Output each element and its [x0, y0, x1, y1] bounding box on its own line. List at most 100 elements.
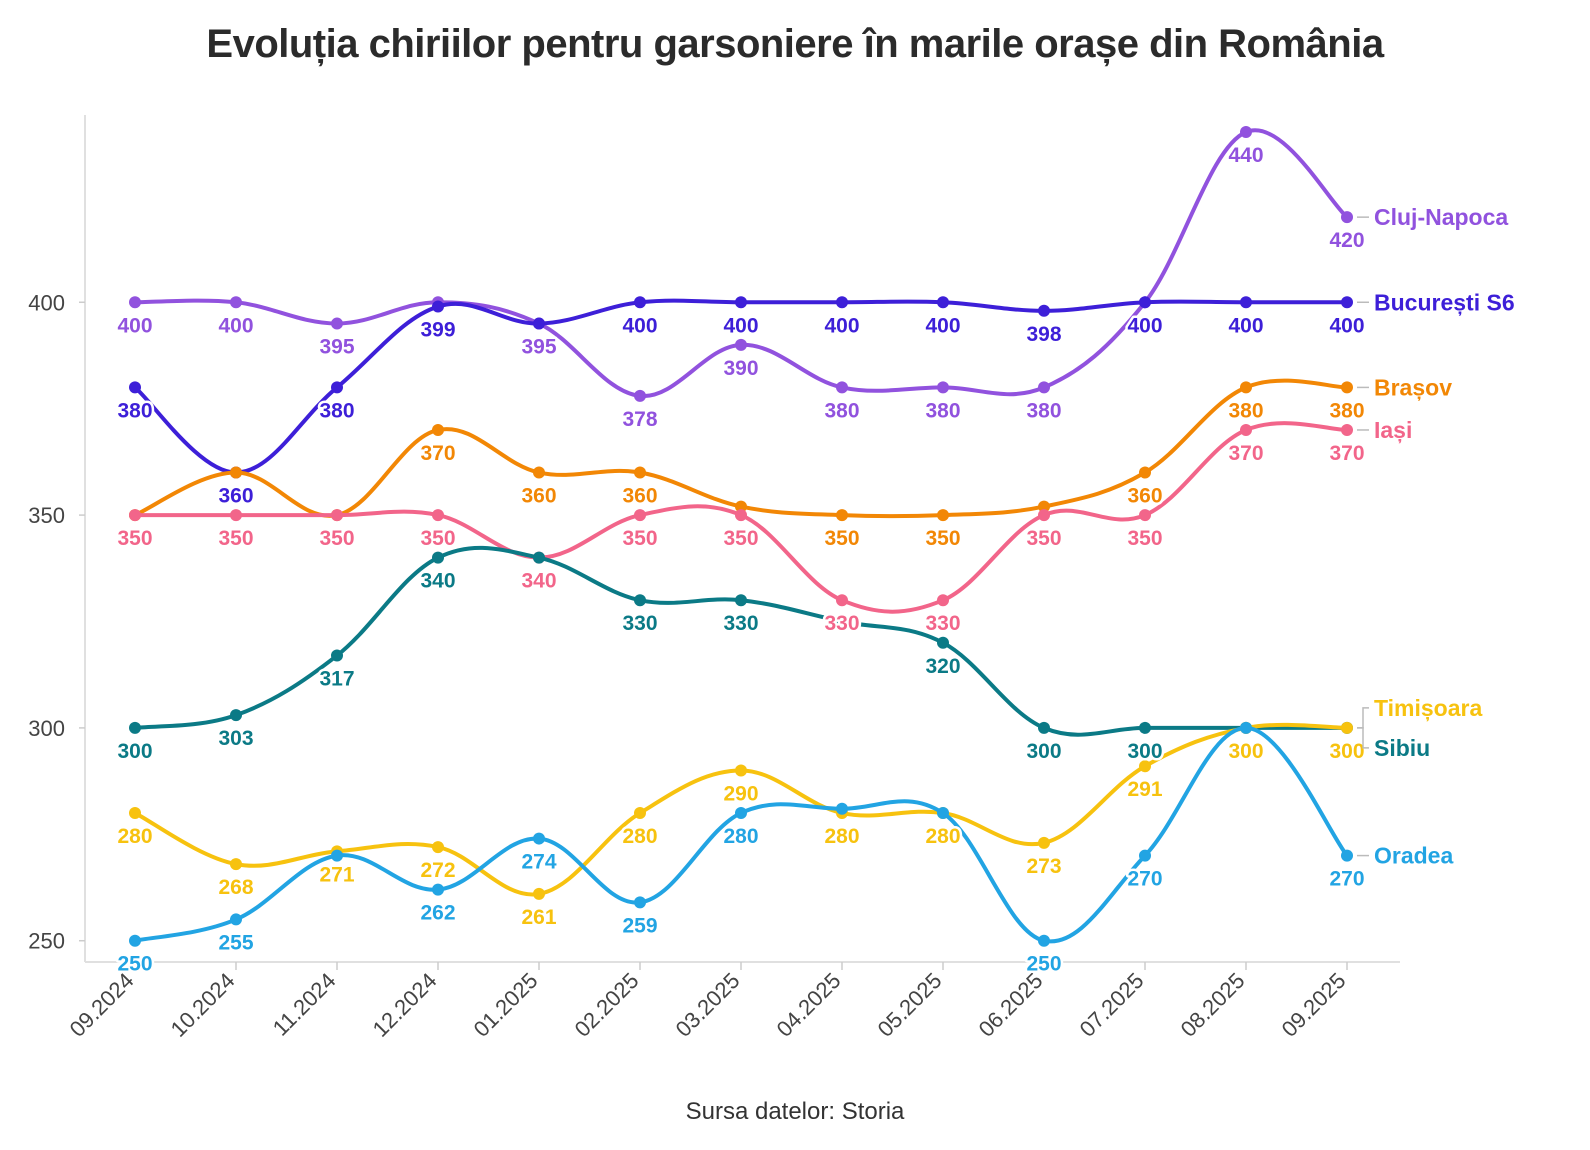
data-label-bucuresti-s6: 399: [420, 319, 455, 342]
y-tick-label: 300: [28, 716, 65, 741]
data-label-brasov: 370: [420, 442, 455, 465]
data-point-bucuresti-s6: [1341, 296, 1353, 309]
x-tick-label: 09.2024: [65, 968, 139, 1042]
x-tick-label: 06.2025: [974, 968, 1048, 1042]
data-label-cluj-napoca: 400: [218, 314, 253, 337]
data-label-bucuresti-s6: 380: [319, 399, 354, 422]
data-point-timisoara: [230, 858, 242, 871]
data-point-oradea: [836, 802, 848, 815]
data-point-brasov: [836, 509, 848, 522]
data-point-brasov: [1240, 381, 1252, 394]
data-label-timisoara: 280: [824, 825, 859, 848]
x-tick-label: 03.2025: [671, 968, 745, 1042]
data-point-timisoara: [432, 841, 444, 854]
data-point-brasov: [1341, 381, 1353, 394]
data-point-sibiu: [634, 594, 646, 607]
data-label-cluj-napoca: 378: [622, 408, 657, 431]
x-tick-label: 07.2025: [1075, 968, 1149, 1042]
data-point-brasov: [230, 466, 242, 479]
x-tick-label: 11.2024: [268, 968, 341, 1041]
data-label-iasi: 350: [723, 527, 758, 550]
data-label-sibiu: 303: [218, 727, 253, 750]
data-point-sibiu: [533, 551, 545, 564]
data-label-timisoara: 272: [420, 859, 455, 882]
data-point-cluj-napoca: [1341, 211, 1353, 224]
data-label-cluj-napoca: 420: [1329, 229, 1364, 252]
data-label-oradea: 259: [622, 914, 657, 937]
data-point-iasi: [1240, 423, 1252, 436]
data-point-timisoara: [735, 764, 747, 777]
data-label-brasov: 380: [1329, 399, 1364, 422]
data-point-oradea: [1038, 934, 1050, 947]
data-label-timisoara: 261: [521, 906, 556, 929]
data-label-sibiu: 330: [622, 612, 657, 635]
data-point-oradea: [1240, 721, 1252, 734]
data-label-cluj-napoca: 390: [723, 357, 758, 380]
data-point-bucuresti-s6: [735, 296, 747, 309]
data-point-brasov: [937, 509, 949, 522]
data-label-oradea: 270: [1127, 868, 1162, 891]
data-point-oradea: [432, 883, 444, 896]
data-point-iasi: [432, 509, 444, 522]
data-point-timisoara: [533, 887, 545, 900]
data-label-iasi: 350: [117, 527, 152, 550]
series-end-label-timisoara: Timișoara: [1374, 695, 1482, 722]
data-label-timisoara: 268: [218, 876, 253, 899]
data-point-bucuresti-s6: [331, 381, 343, 394]
data-label-timisoara: 300: [1329, 740, 1364, 763]
data-point-brasov: [533, 466, 545, 479]
data-point-brasov: [735, 500, 747, 513]
data-point-timisoara: [1139, 760, 1151, 773]
data-label-sibiu: 340: [420, 570, 455, 593]
data-point-oradea: [937, 807, 949, 820]
data-label-iasi: 330: [824, 612, 859, 635]
data-point-cluj-napoca: [230, 296, 242, 309]
data-label-iasi: 350: [1026, 527, 1061, 550]
data-point-bucuresti-s6: [634, 296, 646, 309]
data-label-sibiu: 330: [723, 612, 758, 635]
y-tick-label: 350: [28, 503, 65, 528]
data-point-bucuresti-s6: [1139, 296, 1151, 309]
data-label-bucuresti-s6: 380: [117, 399, 152, 422]
data-label-brasov: 360: [521, 485, 556, 508]
x-tick-label: 02.2025: [570, 968, 644, 1042]
data-label-timisoara: 280: [925, 825, 960, 848]
data-label-cluj-napoca: 440: [1228, 144, 1263, 167]
data-point-brasov: [432, 423, 444, 436]
data-point-oradea: [230, 913, 242, 926]
series-line-brasov: [133, 378, 1349, 519]
data-point-bucuresti-s6: [533, 317, 545, 330]
data-label-bucuresti-s6: 400: [622, 314, 657, 337]
data-point-sibiu: [129, 721, 141, 734]
data-label-iasi: 370: [1329, 442, 1364, 465]
data-point-cluj-napoca: [634, 389, 646, 402]
data-point-timisoara: [1038, 836, 1050, 849]
data-label-oradea: 250: [117, 953, 152, 976]
data-point-bucuresti-s6: [432, 300, 444, 313]
data-point-iasi: [129, 509, 141, 522]
end-label-connector: [1357, 707, 1369, 729]
data-label-timisoara: 280: [117, 825, 152, 848]
data-point-sibiu: [1038, 721, 1050, 734]
data-label-cluj-napoca: 380: [925, 399, 960, 422]
data-point-timisoara: [634, 807, 646, 820]
x-tick-label: 08.2025: [1176, 968, 1250, 1042]
data-label-sibiu: 320: [925, 655, 960, 678]
x-tick-label: 10.2024: [166, 968, 240, 1042]
data-label-sibiu: 300: [1026, 740, 1061, 763]
y-tick-label: 250: [28, 929, 65, 954]
data-point-timisoara: [129, 807, 141, 820]
data-label-iasi: 350: [1127, 527, 1162, 550]
data-label-bucuresti-s6: 400: [925, 314, 960, 337]
data-label-bucuresti-s6: 360: [218, 485, 253, 508]
chart-title: Evoluția chiriilor pentru garsoniere în …: [206, 22, 1384, 66]
data-label-sibiu: 300: [117, 740, 152, 763]
data-label-sibiu: 300: [1127, 740, 1162, 763]
series-end-labels: Cluj-Napoca București S6 Brașov Iași Sibiu Ti…: [1357, 204, 1515, 869]
data-label-sibiu: 317: [319, 668, 354, 691]
data-label-iasi: 350: [319, 527, 354, 550]
data-label-oradea: 280: [723, 825, 758, 848]
x-tick-label: 04.2025: [772, 968, 846, 1042]
data-label-bucuresti-s6: 400: [824, 314, 859, 337]
